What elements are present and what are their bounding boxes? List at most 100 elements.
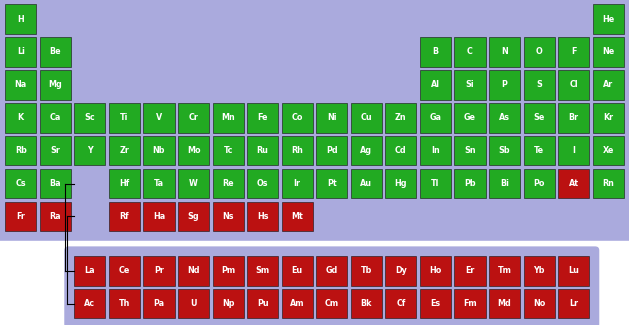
- Text: B: B: [432, 47, 438, 57]
- Bar: [523, 70, 555, 100]
- Text: Mt: Mt: [291, 212, 303, 221]
- FancyBboxPatch shape: [0, 0, 629, 241]
- Bar: [178, 289, 209, 318]
- Bar: [282, 289, 313, 318]
- Bar: [489, 70, 520, 100]
- Bar: [455, 103, 486, 133]
- Bar: [489, 136, 520, 165]
- Bar: [40, 169, 71, 198]
- Text: S: S: [536, 80, 542, 89]
- Bar: [420, 289, 451, 318]
- Bar: [178, 103, 209, 133]
- Bar: [40, 70, 71, 100]
- Text: Pt: Pt: [327, 179, 337, 188]
- Text: Br: Br: [569, 113, 579, 122]
- Bar: [213, 136, 243, 165]
- Bar: [351, 103, 382, 133]
- Bar: [523, 289, 555, 318]
- Bar: [5, 202, 36, 231]
- Bar: [5, 169, 36, 198]
- Bar: [386, 169, 416, 198]
- Bar: [316, 136, 347, 165]
- Bar: [316, 256, 347, 286]
- Text: Lu: Lu: [568, 266, 579, 275]
- Bar: [523, 37, 555, 67]
- Text: N: N: [501, 47, 508, 57]
- Bar: [282, 256, 313, 286]
- Bar: [420, 256, 451, 286]
- Text: No: No: [533, 299, 545, 308]
- Text: Pb: Pb: [464, 179, 476, 188]
- Text: Pd: Pd: [326, 146, 338, 155]
- Text: V: V: [156, 113, 162, 122]
- Bar: [178, 169, 209, 198]
- Bar: [489, 169, 520, 198]
- Text: Rn: Rn: [603, 179, 614, 188]
- Bar: [5, 103, 36, 133]
- Text: Fe: Fe: [257, 113, 268, 122]
- Text: Er: Er: [465, 266, 475, 275]
- Bar: [109, 289, 140, 318]
- Bar: [420, 103, 451, 133]
- Text: W: W: [189, 179, 198, 188]
- Text: K: K: [18, 113, 24, 122]
- Text: Hs: Hs: [257, 212, 269, 221]
- Text: As: As: [499, 113, 510, 122]
- Bar: [558, 103, 589, 133]
- Bar: [386, 256, 416, 286]
- Text: Hg: Hg: [394, 179, 407, 188]
- Bar: [351, 289, 382, 318]
- Bar: [489, 289, 520, 318]
- Text: Es: Es: [430, 299, 440, 308]
- Bar: [143, 169, 174, 198]
- Text: Xe: Xe: [603, 146, 614, 155]
- Text: Sg: Sg: [187, 212, 199, 221]
- Bar: [489, 37, 520, 67]
- Text: Sm: Sm: [255, 266, 270, 275]
- Bar: [351, 136, 382, 165]
- Text: Ra: Ra: [50, 212, 61, 221]
- Text: F: F: [571, 47, 576, 57]
- Text: Ar: Ar: [603, 80, 613, 89]
- Bar: [40, 103, 71, 133]
- Bar: [316, 103, 347, 133]
- Text: Se: Se: [533, 113, 545, 122]
- Bar: [558, 256, 589, 286]
- Bar: [386, 136, 416, 165]
- Text: Cl: Cl: [569, 80, 578, 89]
- Bar: [109, 169, 140, 198]
- Bar: [455, 136, 486, 165]
- Bar: [593, 136, 624, 165]
- Text: Na: Na: [14, 80, 27, 89]
- Bar: [109, 256, 140, 286]
- Bar: [420, 37, 451, 67]
- Bar: [455, 37, 486, 67]
- Bar: [455, 256, 486, 286]
- Text: Re: Re: [222, 179, 234, 188]
- Text: Ag: Ag: [360, 146, 372, 155]
- Bar: [316, 169, 347, 198]
- Bar: [109, 103, 140, 133]
- Text: H: H: [18, 15, 24, 24]
- Text: Sr: Sr: [50, 146, 60, 155]
- Bar: [593, 4, 624, 34]
- Text: Cf: Cf: [396, 299, 406, 308]
- Bar: [247, 256, 278, 286]
- Text: Rh: Rh: [291, 146, 303, 155]
- Text: Bi: Bi: [500, 179, 509, 188]
- Bar: [351, 256, 382, 286]
- Text: Y: Y: [87, 146, 92, 155]
- Text: Ac: Ac: [84, 299, 96, 308]
- Text: Ns: Ns: [222, 212, 234, 221]
- Text: In: In: [431, 146, 440, 155]
- Bar: [178, 136, 209, 165]
- Bar: [489, 256, 520, 286]
- Text: Md: Md: [498, 299, 511, 308]
- Text: Si: Si: [465, 80, 474, 89]
- Text: Nb: Nb: [153, 146, 165, 155]
- Bar: [593, 103, 624, 133]
- Text: Os: Os: [257, 179, 269, 188]
- Bar: [40, 136, 71, 165]
- Text: Pu: Pu: [257, 299, 269, 308]
- Text: La: La: [84, 266, 95, 275]
